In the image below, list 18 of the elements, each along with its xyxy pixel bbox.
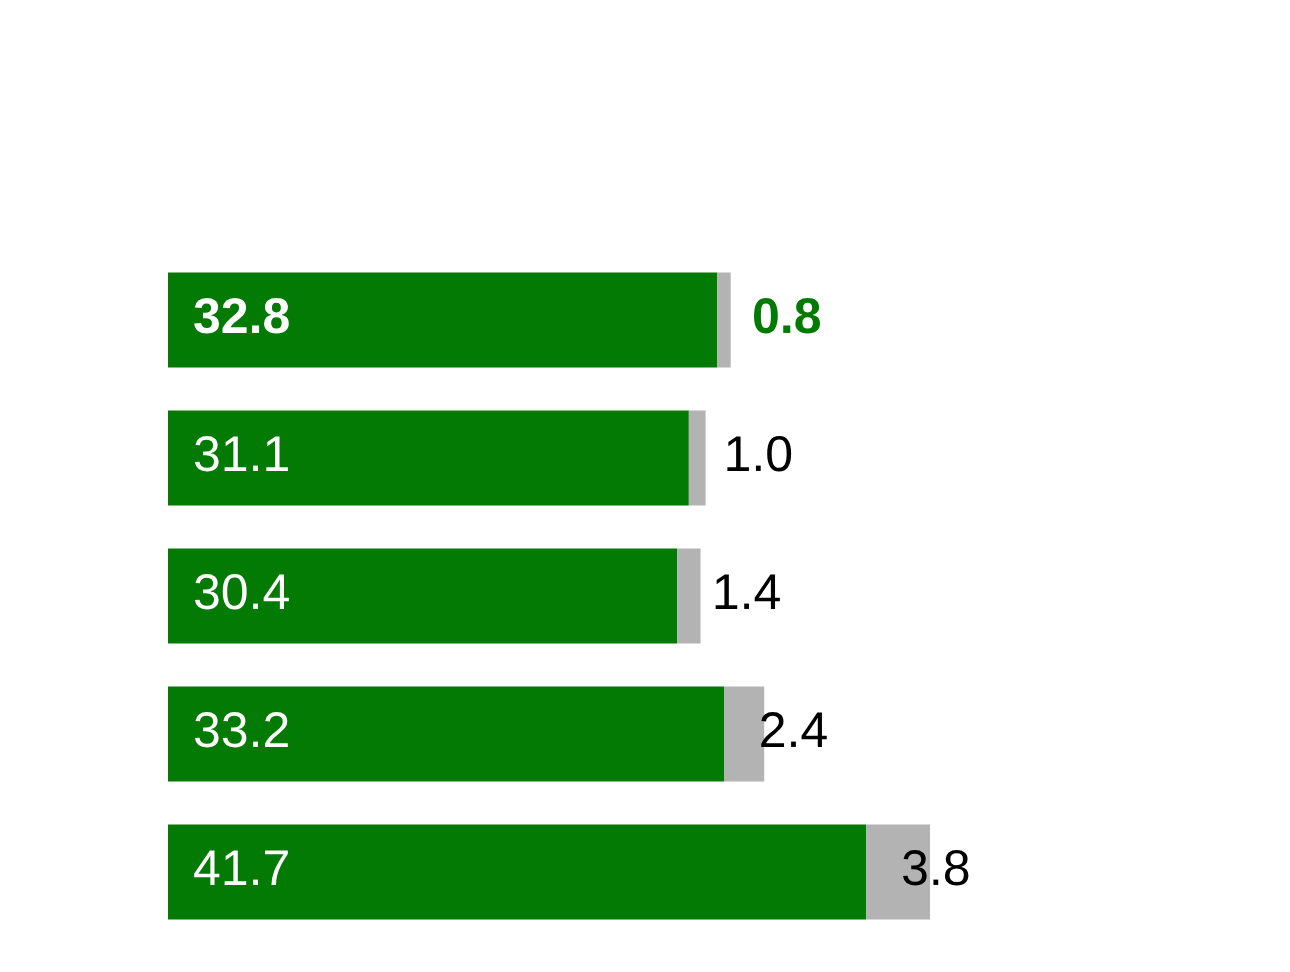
data-label: 31.1	[194, 436, 288, 472]
data-label: 41.7	[194, 850, 288, 885]
bar	[168, 548, 678, 644]
data-label: 0.8	[754, 298, 820, 334]
bar	[717, 272, 731, 368]
data-label: 3.8	[902, 850, 969, 886]
bar	[168, 410, 689, 506]
data-label: 2.4	[761, 712, 827, 747]
data-label: 30.4	[194, 574, 289, 610]
bar	[168, 272, 718, 368]
bar	[168, 686, 725, 782]
data-label: 32.8	[194, 298, 289, 334]
bar	[688, 410, 706, 506]
data-label: 1.4	[715, 574, 780, 609]
bar	[168, 824, 867, 920]
data-label: 1.0	[727, 436, 792, 472]
bar	[677, 548, 701, 644]
data-label: 33.2	[194, 712, 288, 748]
